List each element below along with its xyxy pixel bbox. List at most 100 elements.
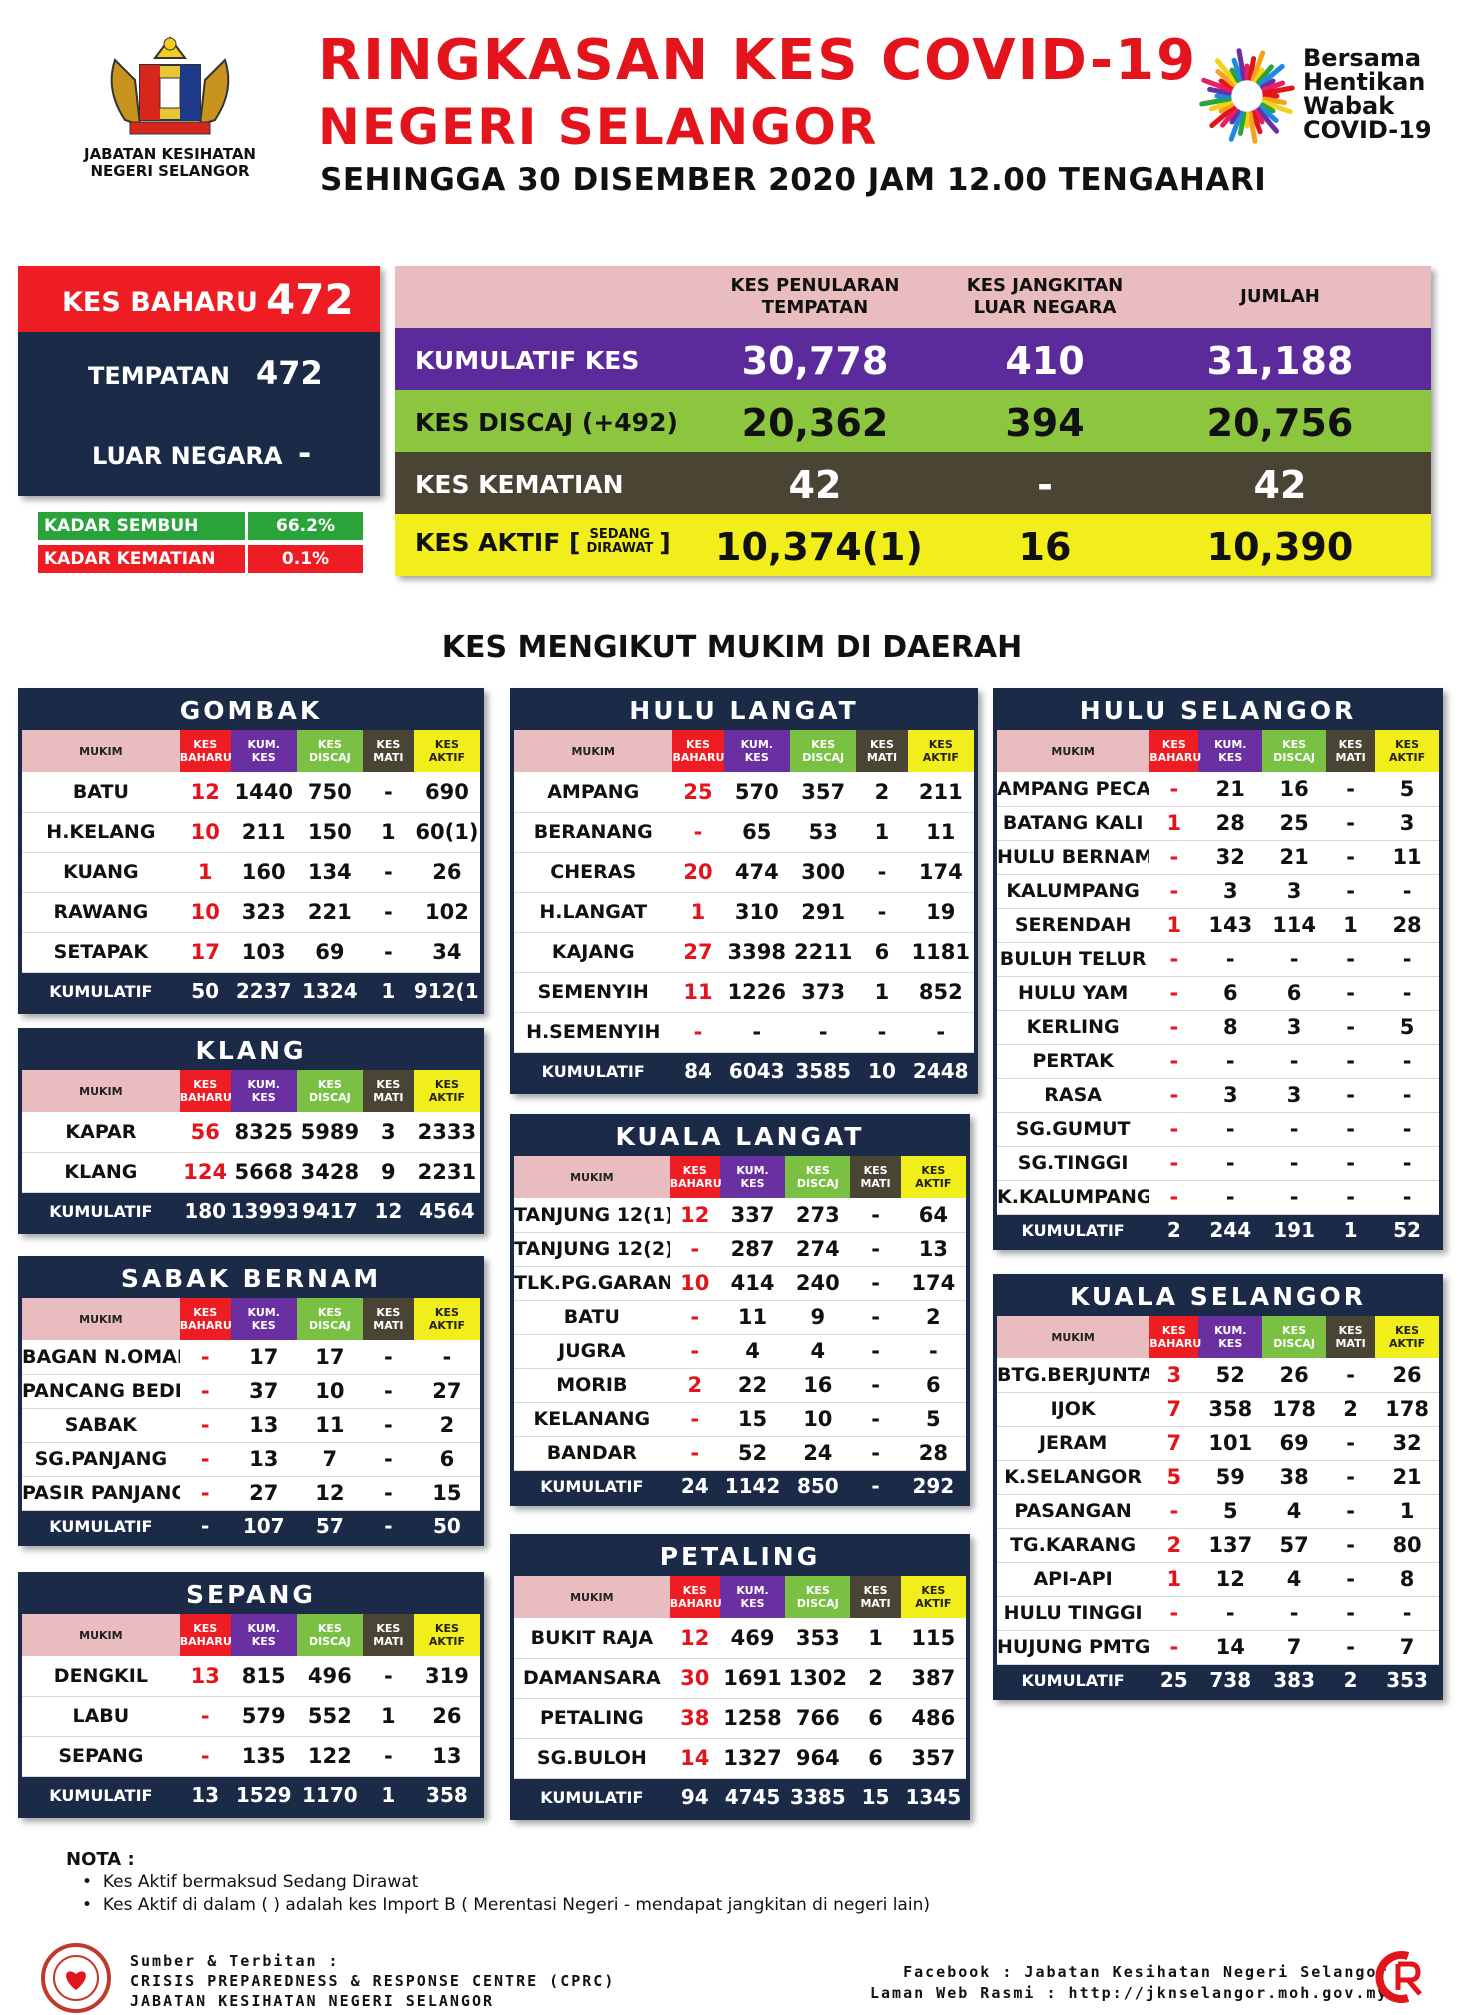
kumulatif-kes: 358 [1198,1392,1263,1427]
table-row: KAJANG 27 3398 2211 6 1181 [514,932,974,973]
col-kes-discaj-text: DISCAJ [308,751,351,764]
kes-baharu: 1 [1149,806,1199,841]
table-row: MORIB 2 22 16-6 [514,1368,966,1403]
facebook-link[interactable]: Facebook : Jabatan Kesihatan Negeri Sela… [903,1963,1389,1981]
kadar-sembuh-row: KADAR SEMBUH 66.2% [38,512,363,540]
kes-mati: - [362,772,414,813]
col-mukim-text: MUKIM [79,1084,123,1098]
kes-baharu: - [669,1300,720,1335]
kes-baharu: - [669,1232,720,1267]
kes-baharu: 27 [672,932,724,973]
header-penularan-line2: TEMPATAN [761,297,869,318]
col-kes-mati-text: MATI [1335,1337,1366,1350]
bracket-close: ] [659,528,671,557]
kumulatif-kes: - [1198,1146,1263,1181]
kumulatif-kes: 13 [230,1442,297,1477]
burst-ray [1256,64,1274,85]
kum-kumulatif-kes: 107 [230,1510,297,1542]
table-row: JERAM 7 101 69-32 [997,1426,1439,1461]
kes-aktif: - [1375,1044,1439,1079]
website-link[interactable]: Laman Web Rasmi : http://jknselangor.moh… [870,1984,1389,2002]
kumulatif-kes: 3 [1198,1078,1263,1113]
kes-aktif: 21 [1375,1460,1439,1495]
col-kumulatif-kes: KUM. KES [230,1070,297,1112]
kum-kes-baharu: 24 [669,1470,720,1502]
kes-aktif: 178 [1375,1392,1439,1427]
kes-discaj: - [1262,1044,1327,1079]
mukim-table: MUKIM KES BAHARU KUM. KES KES DISCAJ KES MATI KES… [514,1156,966,1502]
kes-baharu: - [1149,1010,1199,1045]
col-kes-mati-text: KES [376,1622,401,1635]
source-credit: Sumber & Terbitan : CRISIS PREPAREDNESS … [130,1951,615,2011]
note-item: • Kes Aktif bermaksud Sedang Dirawat [82,1872,419,1892]
mukim-name: SG.PANJANG [22,1442,180,1477]
table-row: HUJUNG PMTG. -14 7-7 [997,1630,1439,1665]
sedang-line1: SEDANG [589,527,651,542]
kum-kes-baharu: 2 [1149,1214,1199,1246]
burst-ray [1258,63,1285,87]
kes-kematian-row: KES KEMATIAN 42 - 42 [395,452,1431,514]
col-kes-mati: KES MATI [1326,730,1376,772]
table-row: LABU -579 552 1 26 [22,1696,480,1737]
col-kes-baharu: KES BAHARU [179,1298,232,1340]
tempatan-value: 42 [788,463,842,507]
kes-aktif: - [900,1334,966,1369]
kes-discaj: 3 [1262,1010,1327,1045]
table-row: KUANG 1 160 134-26 [22,852,480,893]
table-row: KELANANG -15 10-5 [514,1402,966,1437]
col-kes-aktif-text: AKTIF [1388,751,1426,764]
kumulatif-kes: 310 [723,892,790,933]
kum-kes-discaj: 850 [785,1470,851,1502]
jumlah-value: 31,188 [1206,339,1354,383]
kum-kes-mati: 1 [362,1776,414,1814]
col-kes-aktif: KES AKTIF [1375,730,1439,772]
kes-baharu-label: KES BAHARU [62,287,258,318]
col-kes-mati-text: MATI [860,1177,891,1190]
kes-baharu: - [179,1476,231,1511]
kumulatif-kes: 22 [719,1368,786,1403]
col-kes-baharu-text: BAHARU [1149,751,1202,764]
kadar-sembuh-label: KADAR SEMBUH [38,512,245,540]
district-table-gombak: GOMBAK MUKIM KES BAHARU KUM. KES KES DISCAJ KES M… [18,688,484,1014]
kes-mati: - [362,1656,414,1697]
col-kes-discaj-text: KES [1282,1324,1307,1337]
col-mukim-text: MUKIM [1051,744,1095,758]
kum-kes-discaj: 1170 [296,1776,363,1814]
mukim-name: KLANG [22,1152,180,1193]
kes-aktif: - [1375,1180,1439,1215]
kes-aktif: 2333 [413,1112,480,1153]
kes-mati: - [1326,1358,1376,1393]
district-table-petaling: PETALING MUKIM KES BAHARU KUM. KES KES DISCAJ KE… [510,1534,970,1820]
header-jumlah: JUMLAH [1240,286,1320,307]
col-kes-mati-text: MATI [373,1319,404,1332]
mukim-name: TLK.PG.GARANG [514,1266,670,1301]
burst-ray [1237,111,1247,136]
table-row: DAMANSARA 30 1691 1302 2 387 [514,1658,966,1699]
kes-baharu: - [1149,772,1199,807]
col-kes-discaj-text: KES [811,738,836,751]
kumulatif-kes: 103 [230,932,297,973]
kum-kumulatif-kes: 2237 [230,972,297,1010]
col-mukim: MUKIM [22,1298,180,1340]
col-kes-discaj-text: KES [805,1584,830,1597]
burst-ray [1262,96,1287,106]
kes-aktif: 11 [907,812,974,853]
col-kes-discaj-text: DISCAJ [308,1319,351,1332]
col-kumulatif-kes-text: KUM. [247,1622,280,1635]
table-row: JUGRA -4 4- - [514,1334,966,1369]
kes-discaj: 221 [296,892,363,933]
col-kes-discaj-text: DISCAJ [1273,1337,1316,1350]
kes-baharu: - [1149,840,1199,875]
mukim-name: API-API [997,1562,1150,1597]
table-row: IJOK 7 358 178 2 178 [997,1392,1439,1427]
table-row: HULU YAM -6 6- - [997,976,1439,1011]
table-row: BATANG KALI 1 28 25-3 [997,806,1439,841]
kes-baharu: - [672,812,724,853]
col-kes-baharu-text: KES [682,1164,707,1177]
mukim-table: MUKIM KES BAHARU KUM. KES KES DISCAJ KES MATI KES… [997,730,1439,1246]
header-row: MUKIM KES BAHARU KUM. KES KES DISCAJ KES MATI KES… [22,1614,480,1656]
col-kumulatif-kes-text: KUM. [247,738,280,751]
kumulatif-label: KUMULATIF [22,972,180,1010]
table-row: SG.BULOH 14 1327 964 6 357 [514,1738,966,1779]
